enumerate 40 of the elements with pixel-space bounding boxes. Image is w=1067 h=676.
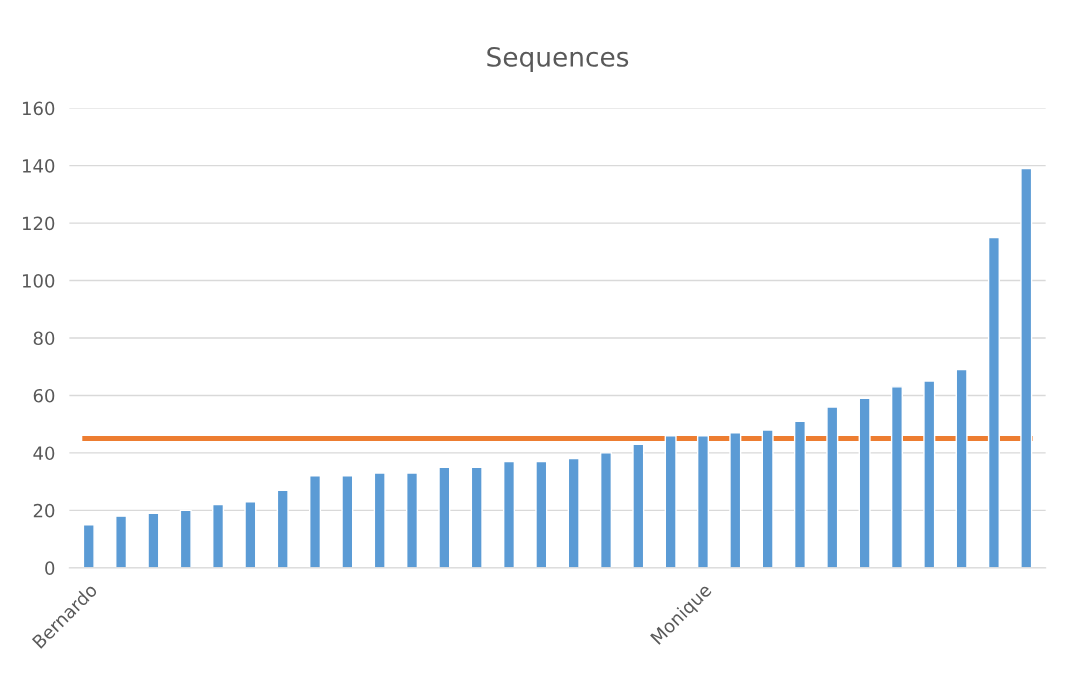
bar bbox=[147, 512, 160, 568]
y-tick-label: 80 bbox=[33, 331, 55, 346]
chart-title: Sequences bbox=[487, 46, 629, 72]
bar bbox=[406, 472, 419, 568]
bar bbox=[502, 460, 516, 568]
y-tick-label: 160 bbox=[22, 101, 55, 116]
bar bbox=[373, 472, 386, 568]
bar bbox=[244, 501, 257, 568]
bar bbox=[535, 460, 548, 568]
bar bbox=[696, 434, 710, 568]
y-tick-label: 120 bbox=[22, 216, 55, 231]
bar bbox=[212, 503, 225, 568]
bar bbox=[664, 434, 677, 568]
bar bbox=[632, 443, 645, 568]
bar bbox=[438, 466, 451, 568]
bar bbox=[761, 429, 774, 568]
bar bbox=[923, 380, 936, 568]
bar bbox=[82, 524, 95, 568]
bar bbox=[955, 368, 968, 568]
bar bbox=[826, 406, 839, 568]
bar bbox=[858, 397, 871, 568]
y-tick-label: 100 bbox=[22, 274, 55, 288]
bar bbox=[890, 386, 903, 568]
y-tick-label: 20 bbox=[33, 503, 55, 518]
bar bbox=[341, 475, 354, 568]
bar bbox=[793, 420, 806, 568]
bar bbox=[729, 432, 742, 568]
bar bbox=[470, 466, 483, 568]
y-tick-label: 0 bbox=[45, 561, 55, 575]
bar bbox=[309, 475, 322, 568]
bar bbox=[1020, 167, 1033, 568]
bar bbox=[599, 452, 613, 568]
bar bbox=[276, 489, 289, 568]
bar bbox=[987, 236, 1000, 568]
bar bbox=[179, 509, 192, 568]
y-tick-label: 60 bbox=[33, 388, 55, 403]
y-tick-label: 140 bbox=[22, 159, 55, 173]
bar bbox=[567, 457, 580, 568]
y-tick-label: 40 bbox=[33, 446, 55, 461]
bar bbox=[115, 515, 128, 568]
